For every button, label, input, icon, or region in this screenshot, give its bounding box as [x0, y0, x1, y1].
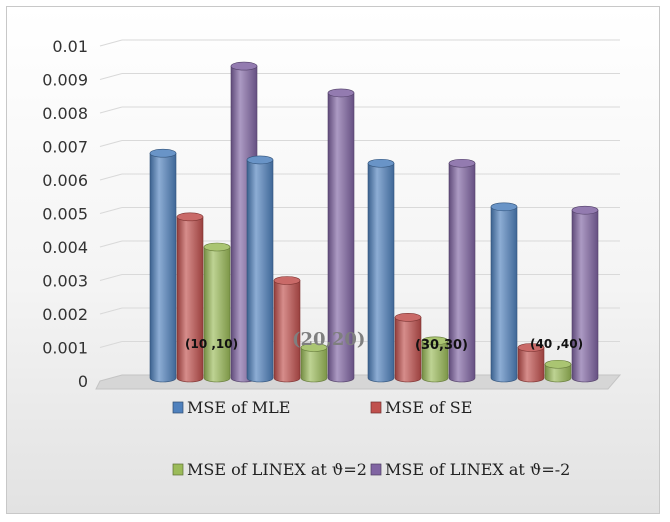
category-label: (10 ,10) [185, 337, 238, 351]
legend: MSE of MLE MSE of SE MSE of LINEX at ϑ=2 MS… [172, 398, 570, 479]
category-labels: (10 ,10) (20,20) (30,30) (40 ,40) [185, 329, 583, 353]
gridline-side [99, 307, 123, 315]
y-tick-label: 0.002 [42, 305, 88, 324]
y-tick-label: 0.005 [42, 205, 88, 224]
legend-label: MSE of LINEX at ϑ=2 [187, 460, 367, 479]
bar [517, 343, 545, 383]
category-label: (20,20) [292, 329, 365, 350]
category-label: (40 ,40) [530, 337, 583, 351]
legend-item: MSE of SE [370, 398, 472, 417]
legend-item: MSE of LINEX at ϑ=2 [172, 460, 367, 479]
y-tick-label: 0.007 [42, 138, 88, 157]
y-tick-label: 0.009 [42, 71, 88, 90]
bar [394, 313, 422, 383]
y-tick-label: 0.004 [42, 238, 88, 257]
bar [327, 88, 355, 383]
gridline-side [99, 106, 123, 114]
legend-swatch [370, 401, 382, 414]
gridline-side [99, 173, 123, 181]
y-axis-ticks: 0 0.001 0.002 0.003 0.004 0.005 0.006 0.007 0.00… [42, 37, 88, 391]
legend-swatch [172, 463, 184, 476]
gridline-side [99, 240, 123, 248]
legend-item: MSE of MLE [172, 398, 290, 417]
gridline-side [99, 341, 123, 348]
bar [300, 343, 328, 383]
bar [544, 359, 572, 383]
y-tick-label: 0.006 [42, 171, 88, 190]
bar [149, 148, 177, 383]
y-tick-label: 0.003 [42, 272, 88, 291]
gridline-side [99, 140, 123, 147]
bar [421, 336, 449, 383]
legend-label: MSE of LINEX at ϑ=-2 [385, 460, 570, 479]
bar [273, 276, 301, 383]
bars [149, 61, 599, 383]
bar [367, 158, 395, 383]
legend-label: MSE of MLE [187, 398, 290, 417]
gridline-side [99, 73, 123, 80]
bar [203, 242, 231, 383]
bar [448, 158, 476, 383]
bar [490, 202, 518, 383]
legend-label: MSE of SE [385, 398, 472, 417]
gridline-side [99, 207, 123, 214]
y-tick-label: 0.001 [42, 339, 88, 358]
y-tick-label: 0 [78, 372, 88, 391]
gridline-side [99, 39, 123, 47]
legend-item: MSE of LINEX at ϑ=-2 [370, 460, 570, 479]
legend-swatch [370, 463, 382, 476]
bar [571, 205, 599, 383]
legend-swatch [172, 401, 184, 414]
y-tick-label: 0.008 [42, 104, 88, 123]
category-label: (30,30) [415, 338, 468, 353]
bar [246, 155, 274, 383]
bar [176, 212, 204, 383]
y-tick-label: 0.01 [52, 37, 88, 56]
gridline-side [99, 274, 123, 281]
